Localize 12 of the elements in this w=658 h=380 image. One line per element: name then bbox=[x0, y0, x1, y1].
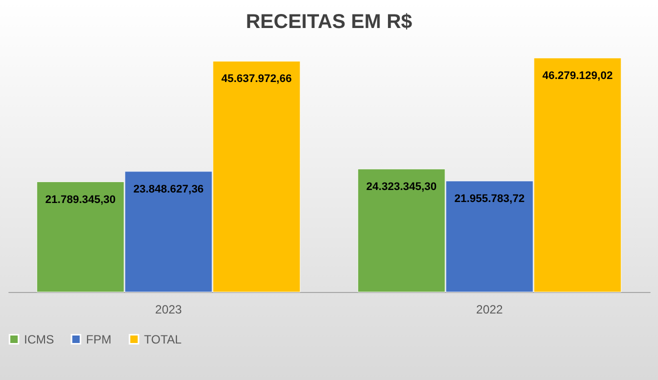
data-label: 21.789.345,30 bbox=[45, 194, 116, 206]
x-tick-label: 2022 bbox=[476, 302, 504, 316]
data-label: 46.279.129,02 bbox=[542, 70, 613, 82]
data-label: 24.323.345,30 bbox=[366, 181, 437, 194]
data-label: 23.848.627,36 bbox=[133, 183, 204, 196]
chart-title: RECEITAS EM R$ bbox=[246, 11, 412, 33]
data-label: 45.637.972,66 bbox=[221, 73, 292, 86]
legend-label: TOTAL bbox=[144, 332, 182, 346]
legend-label: FPM bbox=[86, 332, 112, 346]
x-tick-label: 2023 bbox=[155, 302, 182, 316]
legend-label: ICMS bbox=[24, 332, 54, 346]
data-label: 21.955.783,72 bbox=[454, 192, 525, 205]
